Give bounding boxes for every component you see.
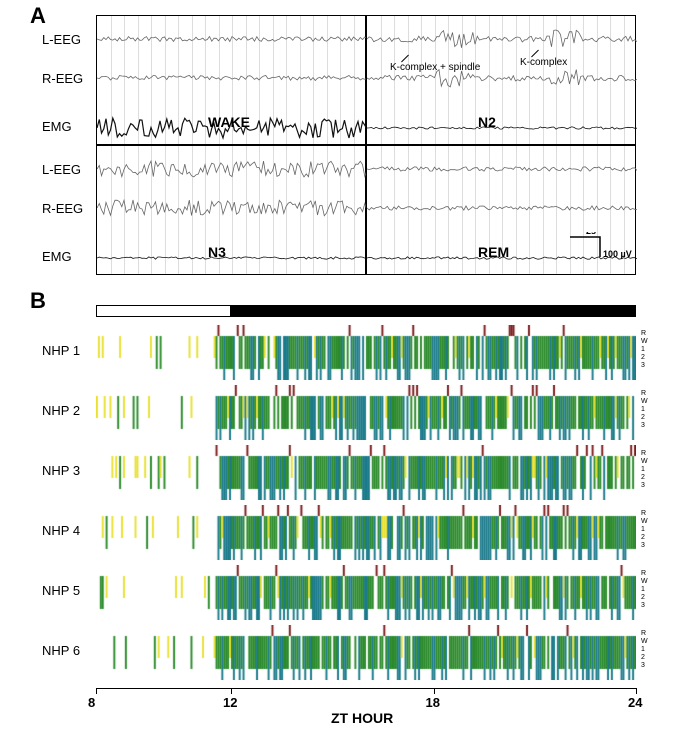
state-legend-label: 3: [641, 542, 645, 549]
state-legend-label: 2: [641, 474, 645, 481]
channel-label: EMG: [42, 249, 72, 264]
state-legend-label: 3: [641, 602, 645, 609]
channel-label: R-EEG: [42, 201, 83, 216]
channel-label: R-EEG: [42, 71, 83, 86]
light-period-bar: [96, 305, 231, 317]
state-legend-label: 2: [641, 414, 645, 421]
eeg-cell-n2: N2: [366, 15, 636, 145]
state-legend-label: 1: [641, 646, 645, 653]
hypnogram-row: [96, 445, 636, 500]
channel-label: L-EEG: [42, 162, 81, 177]
subject-label: NHP 6: [42, 643, 80, 658]
x-axis-tick: [434, 688, 435, 694]
x-axis-tick-label: 24: [628, 695, 642, 710]
state-legend-label: W: [641, 578, 648, 585]
hypnogram-row: [96, 505, 636, 560]
hypnogram-container: 8121824ZT HOUR: [96, 305, 636, 705]
stage-label: WAKE: [208, 114, 250, 130]
state-legend-label: 1: [641, 466, 645, 473]
eeg-trace: [367, 154, 637, 184]
state-legend-label: W: [641, 518, 648, 525]
state-legend-label: R: [641, 330, 646, 337]
annotation: K-complex: [520, 57, 567, 68]
eeg-trace: [367, 193, 637, 223]
state-legend-label: 1: [641, 346, 645, 353]
state-legend-label: 2: [641, 534, 645, 541]
state-legend-label: W: [641, 398, 648, 405]
hypnogram-row: [96, 385, 636, 440]
eeg-cell-n3: N3: [96, 145, 366, 275]
state-legend-label: 2: [641, 654, 645, 661]
subject-label: NHP 3: [42, 463, 80, 478]
panel-a-label: A: [30, 3, 46, 29]
state-legend-label: W: [641, 638, 648, 645]
scale-bar: 2s 100 µV: [570, 232, 650, 272]
eeg-trace: [97, 24, 367, 54]
stage-label: N2: [478, 114, 496, 130]
eeg-cell-wake: WAKE: [96, 15, 366, 145]
stage-label: N3: [208, 244, 226, 260]
hypnogram-row: [96, 325, 636, 380]
state-legend-label: 3: [641, 482, 645, 489]
state-legend-label: 1: [641, 526, 645, 533]
x-axis-tick-label: 12: [223, 695, 237, 710]
state-legend-label: R: [641, 630, 646, 637]
state-legend-label: W: [641, 458, 648, 465]
hypnogram-row: [96, 565, 636, 620]
state-legend-label: 1: [641, 586, 645, 593]
state-legend-label: 3: [641, 362, 645, 369]
stage-label: REM: [478, 244, 509, 260]
x-axis-tick: [636, 688, 637, 694]
subject-label: NHP 2: [42, 403, 80, 418]
x-axis-line: [96, 688, 636, 689]
state-legend-label: R: [641, 570, 646, 577]
x-axis-tick: [96, 688, 97, 694]
state-legend-label: 3: [641, 662, 645, 669]
state-legend-label: 3: [641, 422, 645, 429]
subject-label: NHP 1: [42, 343, 80, 358]
x-axis-tick-label: 18: [426, 695, 440, 710]
subject-label: NHP 5: [42, 583, 80, 598]
x-axis-title: ZT HOUR: [331, 710, 393, 726]
eeg-trace: [367, 24, 637, 54]
subject-label: NHP 4: [42, 523, 80, 538]
eeg-trace: [97, 63, 367, 93]
dark-period-bar: [231, 305, 636, 317]
emg-trace: [97, 243, 367, 273]
eeg-trace: [97, 154, 367, 184]
state-legend-label: 2: [641, 354, 645, 361]
state-legend-label: W: [641, 338, 648, 345]
x-axis-tick-label: 8: [88, 695, 95, 710]
channel-label: EMG: [42, 119, 72, 134]
state-legend-label: 1: [641, 406, 645, 413]
channel-label: L-EEG: [42, 32, 81, 47]
emg-trace: [367, 113, 637, 143]
x-axis-tick: [231, 688, 232, 694]
eeg-trace: [97, 193, 367, 223]
panel-b-label: B: [30, 288, 46, 314]
hypnogram-row: [96, 625, 636, 680]
state-legend-label: R: [641, 390, 646, 397]
state-legend-label: R: [641, 450, 646, 457]
annotation: K-complex + spindle: [390, 62, 480, 73]
svg-text:100 µV: 100 µV: [603, 249, 632, 259]
svg-text:2s: 2s: [586, 232, 596, 236]
state-legend-label: 2: [641, 594, 645, 601]
state-legend-label: R: [641, 510, 646, 517]
